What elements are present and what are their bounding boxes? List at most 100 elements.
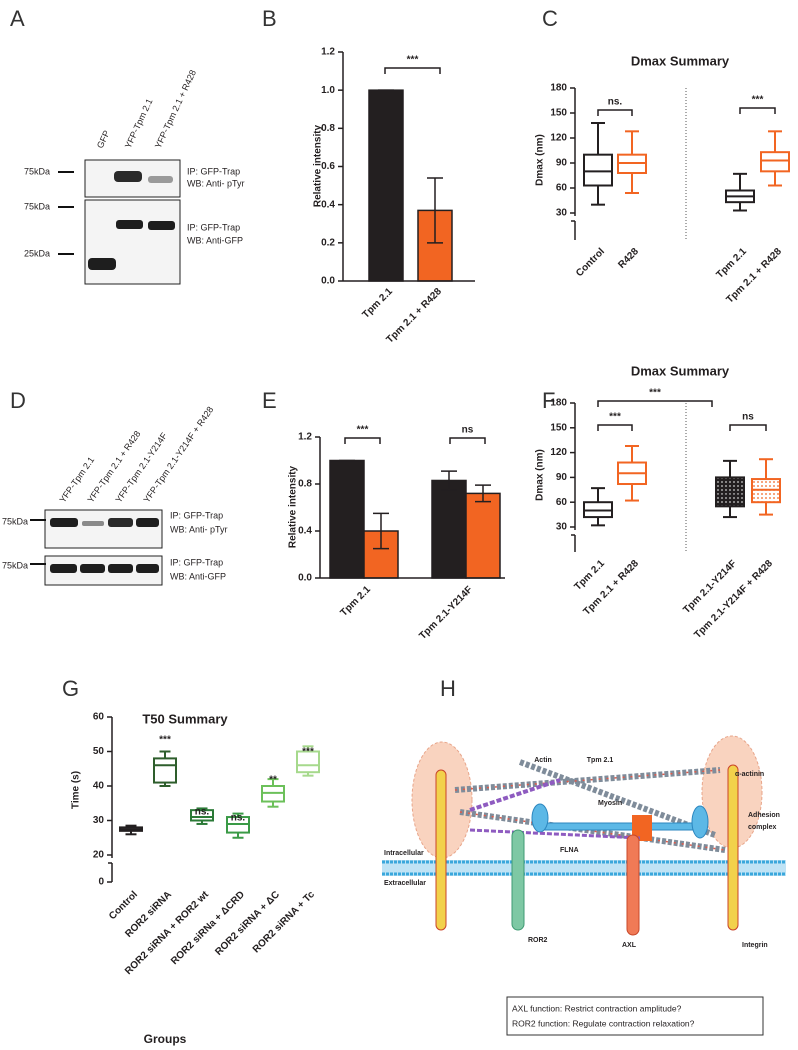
note: ROR2 function: Regulate contraction rela… xyxy=(512,1018,695,1028)
significance-label: ns xyxy=(462,425,474,436)
significance-bracket xyxy=(597,400,713,407)
significance-label: ns. xyxy=(608,97,623,108)
axl-center xyxy=(632,815,652,841)
y-tick-label: 0.4 xyxy=(321,199,335,210)
y-axis-label: Relative intensity xyxy=(288,465,299,548)
blot-label: WB: Anti- pTyr xyxy=(187,178,245,188)
bar xyxy=(368,89,404,282)
y-tick-label: 0.8 xyxy=(321,123,335,134)
x-tick-label: Control xyxy=(574,246,607,279)
y-axis-label: Relative intensity xyxy=(313,124,324,207)
y-tick-label: 180 xyxy=(550,398,567,409)
blot-band xyxy=(80,564,105,573)
actin-filament xyxy=(454,767,721,793)
blot-label: IP: GFP-Trap xyxy=(170,510,223,520)
x-tick-label: Tpm 2.1 xyxy=(714,246,749,281)
y-tick-label: 60 xyxy=(93,712,105,723)
significance-label: ** xyxy=(269,775,277,786)
y-tick-label: 150 xyxy=(550,422,567,433)
significance-bracket xyxy=(384,67,441,74)
box xyxy=(583,153,613,187)
significance-label: *** xyxy=(302,747,314,758)
x-tick-label: Tpm 2.1 xyxy=(360,286,395,321)
significance-label: *** xyxy=(609,412,621,423)
panel-letter: A xyxy=(10,6,25,31)
chart-title: Dmax Summary xyxy=(631,363,730,378)
y-tick-label: 60 xyxy=(556,183,568,194)
note-box xyxy=(506,996,764,1036)
blot-label: IP: GFP-Trap xyxy=(170,557,223,567)
actin-filament xyxy=(459,809,726,853)
diagram-label: Intracellular xyxy=(384,850,424,857)
bar xyxy=(465,492,501,579)
marker-label: 75kDa xyxy=(24,201,50,211)
diagram-label: Myosin xyxy=(598,800,622,807)
blot-band xyxy=(114,171,142,182)
diagram-label: Extracellular xyxy=(384,880,426,887)
blot-band xyxy=(108,518,133,527)
y-tick-label: 30 xyxy=(556,208,568,219)
blot-membrane xyxy=(44,509,163,549)
lane-label: GFP xyxy=(95,129,112,150)
x-tick-label: R428 xyxy=(616,246,641,271)
box xyxy=(760,151,790,173)
significance-label: ns. xyxy=(195,807,210,818)
box xyxy=(296,750,320,774)
myosin-head xyxy=(531,803,549,833)
chart-title: Dmax Summary xyxy=(631,53,730,68)
marker-label: 75kDa xyxy=(24,166,50,176)
chart-title: T50 Summary xyxy=(142,711,228,726)
blot-band xyxy=(136,518,159,527)
panel-letter: C xyxy=(542,6,558,31)
panel-letter: F xyxy=(542,388,555,413)
y-tick-label: 1.0 xyxy=(321,85,335,96)
blot-label: WB: Anti-GFP xyxy=(170,571,226,581)
y-tick-label: 180 xyxy=(550,83,567,94)
significance-label: *** xyxy=(649,388,661,399)
box xyxy=(190,809,214,822)
lane-label: YFP-Tpm 2.1 + R428 xyxy=(85,429,142,505)
blot-band xyxy=(50,564,77,573)
marker-label: 25kDa xyxy=(24,248,50,258)
panel-letter: H xyxy=(440,676,456,701)
bar xyxy=(431,479,467,579)
error-bar xyxy=(373,512,389,550)
y-tick-label: 120 xyxy=(550,447,567,458)
diagram-label: Integrin xyxy=(742,942,768,949)
y-tick-label: 50 xyxy=(93,746,105,757)
ror2-receptor xyxy=(511,829,525,931)
y-axis-label: Time (s) xyxy=(71,771,82,809)
panel-letter: B xyxy=(262,6,277,31)
x-tick-label: Tpm 2.1 xyxy=(338,584,373,619)
blot-band xyxy=(148,221,175,230)
panel-letter: G xyxy=(62,676,79,701)
panel-letter: E xyxy=(262,388,277,413)
axl-receptor xyxy=(626,834,640,936)
diagram-label: Tpm 2.1 xyxy=(587,757,614,764)
blot-membrane xyxy=(84,199,181,285)
box xyxy=(153,757,177,784)
y-axis-label: Dmax (nm) xyxy=(535,134,546,186)
y-tick-label: 30 xyxy=(556,522,568,533)
x-tick-label: ROR2 siRNA + ΔC xyxy=(213,889,282,958)
significance-bracket xyxy=(597,109,633,116)
significance-label: *** xyxy=(159,735,171,746)
x-tick-label: ROR2 siRNA + Tc xyxy=(251,889,317,955)
y-tick-label: 0.4 xyxy=(298,526,312,537)
significance-bracket xyxy=(597,424,633,431)
flna xyxy=(469,778,561,812)
myosin xyxy=(539,822,701,831)
note: AXL function: Restrict contraction ampli… xyxy=(512,1003,682,1013)
membrane xyxy=(382,860,786,876)
error-bar xyxy=(427,177,443,244)
x-axis-label: Groups xyxy=(144,1032,187,1046)
blot-band xyxy=(50,518,78,527)
error-bar xyxy=(475,484,491,503)
significance-bracket xyxy=(739,107,776,114)
error-bar xyxy=(441,470,457,491)
y-tick-label: 0.0 xyxy=(298,573,312,584)
blot-band xyxy=(88,258,116,270)
y-tick-label: 60 xyxy=(556,497,568,508)
y-tick-label: 120 xyxy=(550,133,567,144)
